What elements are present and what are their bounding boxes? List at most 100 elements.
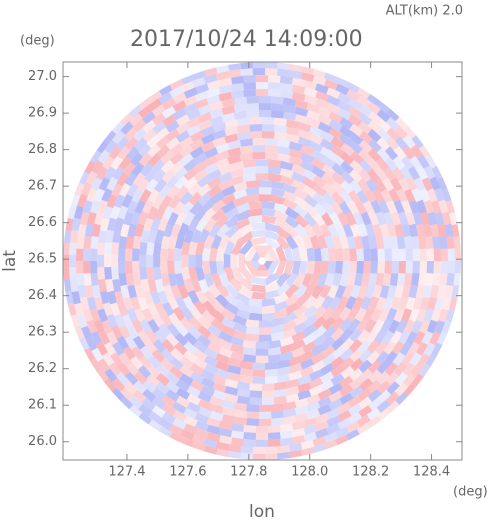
echo-cell (312, 295, 326, 310)
echo-cell (167, 211, 179, 226)
echo-cell (330, 201, 344, 216)
echo-cell (327, 247, 336, 261)
echo-cell (285, 302, 300, 316)
echo-cell (337, 418, 352, 430)
echo-cell (349, 261, 357, 274)
echo-cell (172, 201, 186, 216)
echo-cell (389, 273, 399, 287)
echo-cell (133, 137, 148, 151)
echo-cell (366, 407, 381, 421)
echo-cell (280, 175, 295, 186)
echo-cell (319, 284, 332, 299)
echo-cell (283, 401, 297, 411)
echo-cell (183, 350, 198, 364)
echo-cell (170, 160, 184, 174)
echo-cell (366, 339, 380, 354)
echo-cell (201, 385, 216, 397)
echo-cell (284, 223, 300, 239)
echo-cell (285, 215, 300, 229)
echo-cell (248, 312, 262, 321)
echo-cell (306, 102, 321, 114)
echo-cell (320, 247, 329, 261)
echo-cell (218, 234, 231, 249)
echo-cell (262, 383, 275, 391)
echo-cell (86, 211, 97, 226)
y-tick-label: 26.5 (28, 252, 57, 267)
echo-cell (282, 327, 297, 339)
echo-cell (224, 378, 238, 389)
echo-cell (234, 416, 248, 426)
echo-cell (358, 112, 373, 126)
echo-cell (221, 200, 236, 214)
echo-cell (365, 223, 376, 238)
echo-cell (352, 211, 365, 226)
echo-cell (297, 382, 312, 393)
echo-cell (431, 166, 443, 180)
echo-cell (190, 379, 205, 392)
echo-cell (350, 284, 361, 299)
echo-cell (147, 364, 161, 379)
echo-cell (105, 279, 114, 293)
echo-cell (197, 174, 212, 188)
echo-cell (210, 199, 226, 213)
echo-cell (179, 364, 194, 378)
echo-cell (206, 424, 221, 435)
echo-cell (145, 178, 159, 193)
echo-cell (215, 360, 230, 372)
echo-cell (139, 254, 147, 268)
echo-cell (242, 354, 256, 363)
echo-cell (328, 390, 343, 403)
echo-cell (204, 355, 219, 368)
echo-cell (381, 330, 395, 345)
echo-cell (420, 211, 430, 226)
echo-cell (342, 223, 354, 238)
echo-cell (425, 236, 434, 249)
echo-cell (209, 101, 224, 112)
echo-cell (265, 68, 278, 76)
echo-cell (446, 236, 455, 249)
echo-cell (306, 117, 321, 129)
echo-cell (410, 144, 424, 159)
echo-cell (97, 308, 108, 323)
echo-cell (332, 235, 342, 250)
echo-cell (204, 154, 219, 167)
echo-cell (111, 242, 120, 255)
echo-cell (285, 126, 300, 136)
echo-cell (398, 211, 409, 226)
echo-cell (183, 341, 198, 355)
echo-cell (345, 296, 357, 311)
echo-cell (291, 435, 306, 445)
echo-cell (268, 354, 282, 363)
echo-cell (186, 401, 201, 414)
echo-cell (79, 211, 90, 226)
echo-cell (227, 140, 242, 150)
echo-cell (258, 103, 272, 111)
echo-cell (276, 282, 291, 296)
echo-cell (152, 168, 166, 183)
echo-cell (120, 387, 134, 401)
echo-cell (294, 223, 308, 238)
echo-cell (83, 236, 92, 249)
echo-cell (376, 371, 391, 385)
echo-cell (324, 273, 335, 287)
echo-cell (172, 92, 187, 104)
echo-cell (293, 204, 309, 218)
echo-cell (76, 261, 84, 274)
echo-cell (304, 314, 319, 328)
echo-cell (395, 117, 409, 130)
echo-cell (230, 351, 245, 362)
echo-cell (401, 223, 411, 237)
echo-cell (376, 360, 391, 375)
echo-cell (179, 152, 194, 166)
echo-cell (268, 439, 281, 447)
echo-cell (132, 389, 147, 403)
echo-cell (258, 411, 272, 419)
echo-cell (291, 164, 306, 175)
echo-cell (90, 273, 99, 286)
echo-cell (139, 318, 152, 334)
echo-cell (203, 235, 215, 250)
echo-cell (340, 357, 355, 371)
echo-cell (291, 171, 306, 183)
echo-cell (161, 411, 176, 425)
echo-cell (319, 130, 334, 143)
